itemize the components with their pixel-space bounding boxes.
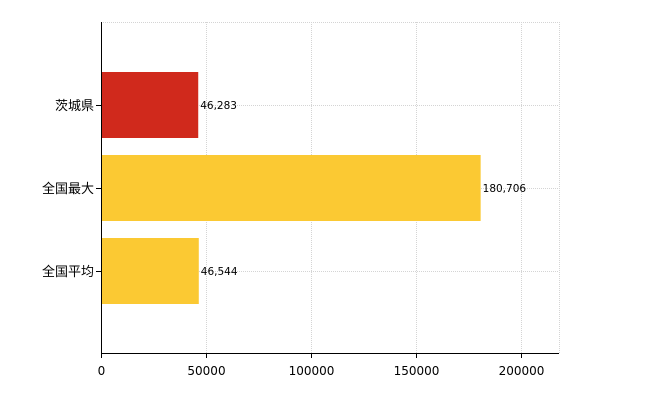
x-tick-label: 100000	[289, 364, 335, 378]
bar-value-label: 180,706	[483, 183, 527, 195]
y-tick-label: 全国平均	[42, 264, 94, 280]
bar-value-label: 46,283	[200, 100, 237, 112]
bar-2	[101, 155, 481, 221]
x-tick-label: 0	[98, 364, 106, 378]
bar-1	[101, 72, 199, 138]
bars	[101, 72, 481, 304]
bar-3	[101, 238, 199, 304]
y-tick-label: 茨城県	[55, 99, 94, 114]
axes	[96, 22, 559, 358]
y-tick-label: 全国最大	[42, 181, 94, 197]
x-tick-label: 150000	[394, 364, 440, 378]
x-tick-label: 200000	[499, 364, 545, 378]
bar-value-label: 46,544	[201, 266, 238, 278]
x-tick-label: 50000	[187, 364, 225, 378]
